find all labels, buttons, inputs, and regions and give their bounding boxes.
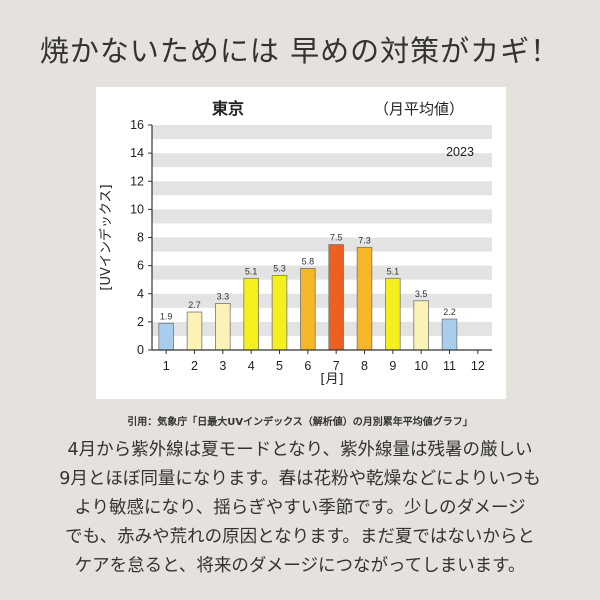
grid-band <box>152 125 492 140</box>
data-label: 7.5 <box>330 233 343 243</box>
x-tick-label: 11 <box>443 359 456 373</box>
y-tick-label: 4 <box>137 287 144 301</box>
body-line: でも、赤みや荒れの原因となります。まだ夏ではないからと <box>65 527 535 547</box>
bar <box>441 318 458 351</box>
data-label: 7.3 <box>358 235 371 245</box>
y-tick-label: 10 <box>130 202 144 216</box>
bar <box>186 311 203 351</box>
bar <box>413 300 429 351</box>
grid-band <box>152 153 492 168</box>
grid-band <box>152 321 492 336</box>
y-tick-label: 0 <box>137 343 144 357</box>
x-tick-label: 3 <box>219 359 226 373</box>
y-tick-label: 12 <box>130 174 144 188</box>
x-axis-label: [月] <box>320 372 343 387</box>
bar <box>271 275 288 351</box>
data-label: 5.3 <box>273 263 286 273</box>
chart-subtitle: （月平均値） <box>374 100 464 118</box>
x-tick-label: 4 <box>248 359 255 373</box>
x-tick-label: 7 <box>333 359 340 373</box>
y-axis-label: [UVインデックス] <box>98 184 114 290</box>
x-tick-label: 1 <box>163 359 170 373</box>
data-label: 2.2 <box>443 307 456 317</box>
data-label: 5.1 <box>387 266 400 276</box>
x-tick-label: 6 <box>304 359 311 373</box>
y-tick-label: 2 <box>137 315 144 329</box>
data-label: 1.9 <box>160 311 173 321</box>
data-label: 5.1 <box>245 266 258 276</box>
headline: 焼かないためには 早めの対策がカギ！ <box>39 34 561 68</box>
grid-band <box>152 265 492 280</box>
grid-band <box>152 237 492 252</box>
data-label: 3.5 <box>415 289 428 299</box>
citation: 引用：気象庁「日最大UVインデックス（解析値）の月別累年平均値グラフ」 <box>127 417 473 428</box>
bar <box>158 322 174 351</box>
bar <box>328 244 344 351</box>
bar <box>215 303 231 351</box>
year-label: 2023 <box>446 145 474 159</box>
y-tick-label: 16 <box>130 118 144 132</box>
data-label: 5.8 <box>302 256 315 266</box>
bar <box>300 268 316 351</box>
bar <box>356 246 373 351</box>
bar <box>385 277 401 351</box>
uv-index-chart: 1.9 2.7 3.3 5.1 5.3 5.8 7.5 7.3 5.1 3.5 2.2 0 2 4 6 8 10… <box>96 87 506 399</box>
x-tick-label: 12 <box>471 359 485 373</box>
body-line: 4月から紫外線は夏モードとなり、紫外線量は残暑の厳しい <box>67 440 533 460</box>
data-label: 3.3 <box>217 292 230 302</box>
body-line: 9月とほぼ同量になります。春は花粉や乾燥などによりいつも <box>59 469 541 489</box>
x-tick-label: 9 <box>389 359 396 373</box>
grid-band <box>152 209 492 224</box>
y-tick-label: 8 <box>137 231 144 245</box>
grid-band <box>152 181 492 196</box>
x-tick-label: 8 <box>361 359 368 373</box>
x-tick-label: 2 <box>191 359 198 373</box>
chart-title: 東京 <box>212 99 244 118</box>
bar <box>243 277 259 351</box>
y-tick-label: 14 <box>130 146 144 160</box>
y-tick-label: 6 <box>137 259 144 273</box>
x-tick-label: 5 <box>276 359 283 373</box>
chart-svg: 1.9 2.7 3.3 5.1 5.3 5.8 7.5 7.3 5.1 3.5 2.2 0 2 4 6 8 10… <box>98 99 492 387</box>
data-label: 2.7 <box>188 300 201 310</box>
body-text: 4月から紫外線は夏モードとなり、紫外線量は残暑の厳しい 9月とほぼ同量になります… <box>18 436 582 581</box>
body-line: より敏感になり、揺らぎやすい季節です。少しのダメージ <box>74 498 526 518</box>
x-tick-label: 10 <box>414 359 428 373</box>
body-line: ケアを怠ると、将来のダメージにつながってしまいます。 <box>74 556 526 576</box>
grid-band <box>152 293 492 308</box>
